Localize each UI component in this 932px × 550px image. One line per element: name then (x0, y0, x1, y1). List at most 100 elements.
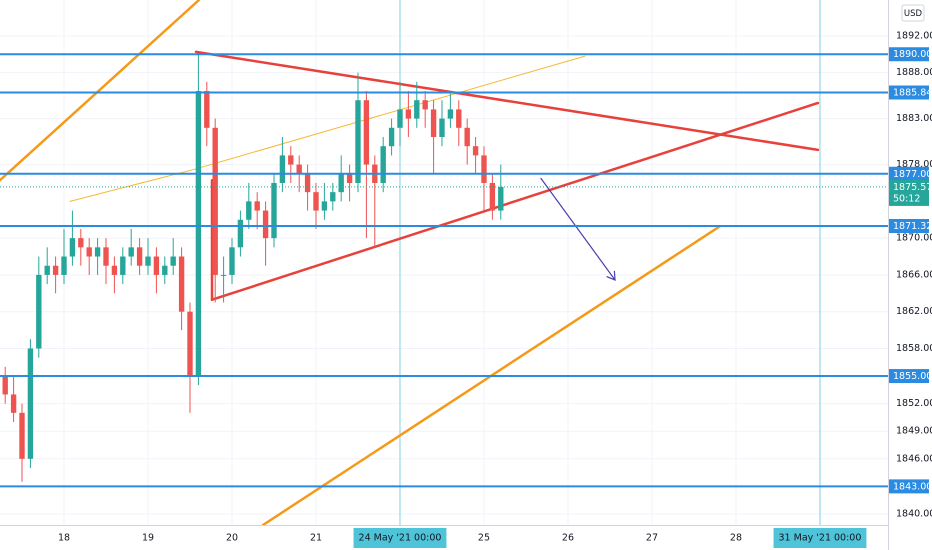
candle-body (422, 100, 428, 110)
candle-body (111, 265, 118, 275)
level-label-box (889, 166, 929, 181)
last-price-label: 1875.57 (893, 182, 932, 193)
x-tick-label: 21 (310, 533, 322, 544)
candle-body (27, 348, 34, 459)
x-tick-highlight (353, 528, 447, 548)
candle-body (338, 173, 344, 193)
candle-body (481, 155, 487, 183)
x-tick-label: 20 (226, 533, 238, 544)
candle-body (94, 247, 101, 257)
candle-body (262, 210, 269, 239)
candle-body (472, 146, 479, 156)
arrow (540, 177, 615, 280)
y-tick-label: 1840.00 (896, 508, 932, 519)
last-price-box (889, 179, 929, 206)
candle-body (2, 376, 8, 395)
candle-body (187, 311, 193, 377)
candle-body (246, 201, 252, 220)
y-tick-label: 1866.00 (896, 269, 932, 280)
candle-body (313, 192, 319, 211)
candle-body (304, 173, 311, 193)
candle-body (237, 219, 244, 248)
x-tick-label: 28 (730, 533, 742, 544)
y-tick-label: 1878.00 (896, 159, 932, 170)
candle-body (279, 155, 286, 183)
candle-body (19, 412, 25, 459)
candle-body (136, 247, 143, 266)
candle-body (128, 247, 134, 257)
candle-body (447, 109, 454, 119)
level-label-box (889, 85, 929, 100)
candle-body (414, 100, 420, 119)
candle-body (254, 201, 260, 211)
level-label: 1855.00 (893, 371, 932, 382)
countdown-label: 50:12 (893, 193, 920, 204)
candle-body (220, 274, 227, 276)
plot-area (0, 0, 888, 525)
candle-body (498, 186, 504, 211)
level-label: 1890.00 (893, 49, 932, 60)
candle-body (153, 256, 160, 275)
x-tick-label: 26 (562, 533, 574, 544)
candle-body (430, 109, 437, 137)
candle-body (195, 91, 202, 377)
candle-body (145, 256, 151, 266)
candle-body (212, 127, 218, 275)
candle-body (489, 182, 496, 211)
candle-body (36, 274, 42, 349)
level-label: 1885.84 (893, 87, 932, 98)
level-label: 1877.00 (893, 169, 932, 180)
candle-body (86, 247, 92, 257)
candle-body (439, 118, 445, 137)
y-tick-label: 1849.00 (896, 426, 932, 437)
candle-body (456, 109, 462, 128)
currency-box[interactable] (901, 4, 925, 22)
trend-line (194, 50, 820, 152)
candle-body (330, 192, 336, 202)
x-tick-label: 18 (58, 533, 70, 544)
candle-body (69, 238, 76, 257)
candle-body (10, 394, 17, 413)
y-tick-label: 1888.00 (896, 67, 932, 78)
candle-body (355, 100, 361, 183)
currency-label[interactable]: USD (904, 9, 923, 19)
trend-line (0, 0, 201, 182)
candle-body (321, 201, 328, 211)
candle-body (380, 146, 386, 183)
candle-body (229, 247, 235, 275)
candle-body (78, 238, 84, 248)
level-label: 1871.32 (893, 221, 932, 232)
trend-line (210, 101, 820, 301)
level-label: 1843.00 (893, 481, 932, 492)
candle-body (170, 256, 176, 266)
candle-body (52, 265, 59, 275)
candle-body (363, 100, 370, 165)
x-tick-label: 25 (478, 533, 490, 544)
y-tick-label: 1883.00 (896, 113, 932, 124)
candle-body (464, 127, 470, 147)
candle-body (296, 164, 302, 174)
candle-body (388, 127, 395, 147)
y-tick-label: 1858.00 (896, 343, 932, 354)
x-tick-label: 31 May '21 00:00 (779, 533, 862, 544)
y-tick-label: 1870.00 (896, 233, 932, 244)
y-tick-label: 1892.00 (896, 30, 932, 41)
level-label-box (889, 47, 929, 62)
y-tick-label: 1862.00 (896, 306, 932, 317)
candle-body (61, 256, 67, 275)
x-tick-highlight (773, 528, 867, 548)
level-label-box (889, 218, 929, 233)
candle-body (397, 109, 403, 128)
candle-body (405, 109, 412, 119)
trend-line (194, 55, 586, 170)
candle-body (44, 265, 50, 275)
candle-body (271, 182, 277, 239)
candle-body (120, 256, 126, 275)
candle-body (103, 247, 109, 266)
y-tick-label: 1846.00 (896, 453, 932, 464)
level-label-box (889, 479, 929, 494)
candle-body (162, 265, 168, 275)
candle-body (346, 173, 353, 183)
